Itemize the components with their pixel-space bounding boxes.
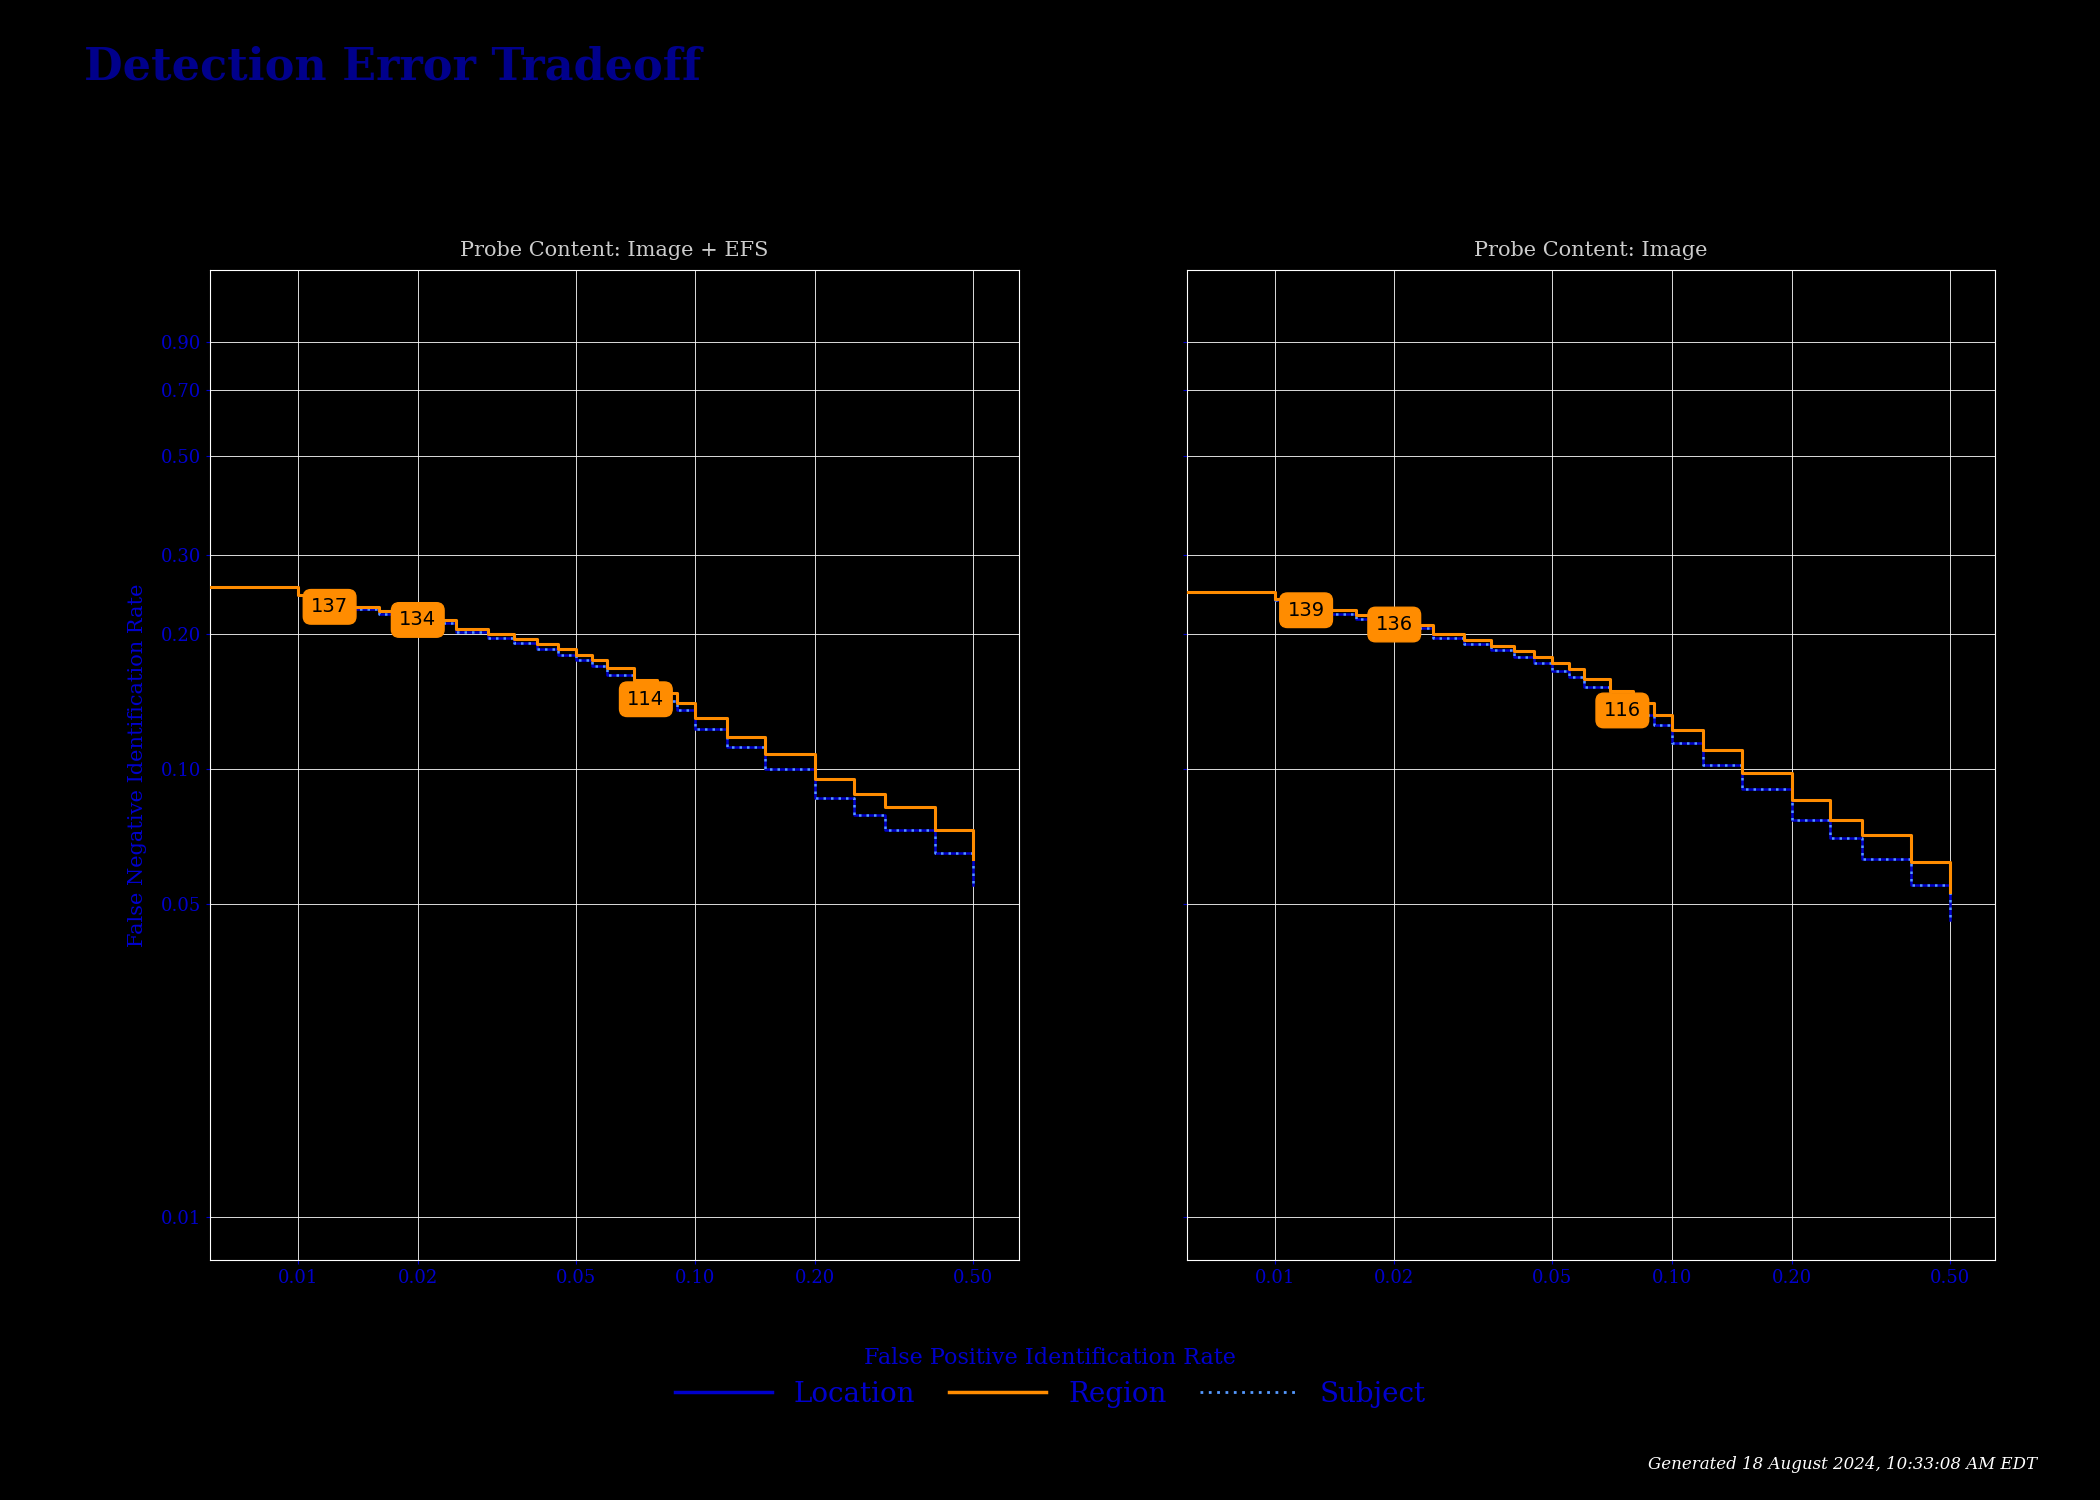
Text: Detection Error Tradeoff: Detection Error Tradeoff xyxy=(84,45,701,88)
Text: False Positive Identification Rate: False Positive Identification Rate xyxy=(863,1347,1237,1368)
Text: 116: 116 xyxy=(1604,700,1640,720)
Text: 114: 114 xyxy=(628,690,664,709)
Legend: Location, Region, Subject: Location, Region, Subject xyxy=(664,1370,1436,1419)
Text: Generated 18 August 2024, 10:33:08 AM EDT: Generated 18 August 2024, 10:33:08 AM ED… xyxy=(1648,1456,2037,1473)
Text: 136: 136 xyxy=(1376,615,1413,634)
Text: 137: 137 xyxy=(311,597,349,616)
Text: 139: 139 xyxy=(1287,600,1325,619)
Y-axis label: False Negative Identification Rate: False Negative Identification Rate xyxy=(128,584,147,946)
Title: Probe Content: Image + EFS: Probe Content: Image + EFS xyxy=(460,242,769,260)
Title: Probe Content: Image: Probe Content: Image xyxy=(1474,242,1707,260)
Text: 134: 134 xyxy=(399,610,437,630)
